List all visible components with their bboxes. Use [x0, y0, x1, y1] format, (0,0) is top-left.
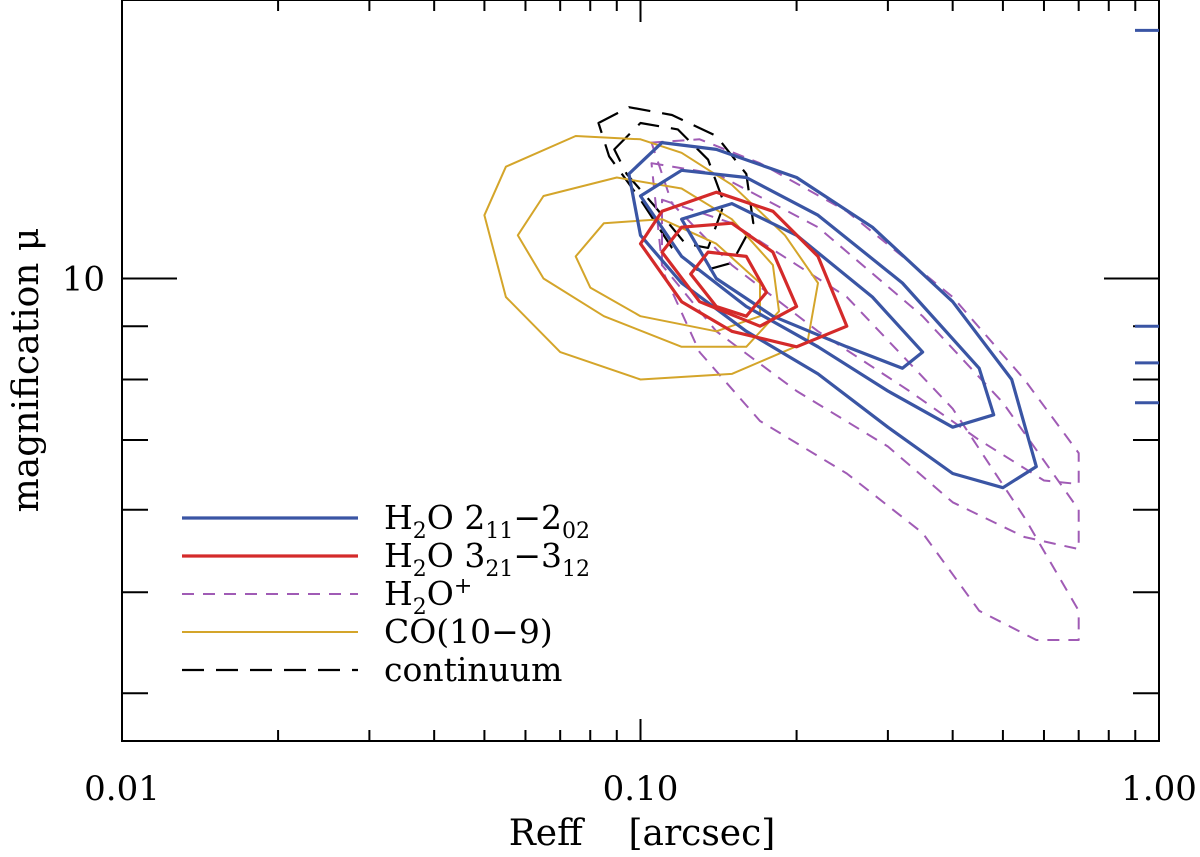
x-tick-label: 1.00 [1121, 769, 1197, 809]
tick-labels: 0.01 0.10 1.00 10 [62, 259, 1197, 809]
contour-co-10-9--0 [483, 135, 819, 381]
y-axis-label: magnification μ [6, 228, 47, 513]
legend-label: H2O+ [384, 574, 472, 620]
contour-h2o-211-202-2 [680, 202, 925, 370]
legend-label: H2O 211−202 [384, 498, 590, 544]
contour-h2o-211-202-1 [638, 168, 996, 429]
y-tick-label: 10 [62, 259, 105, 299]
x-axis-label: Reff [arcsec] [509, 813, 776, 854]
contour-co-10-9--1 [516, 176, 780, 348]
right-axis-marks [1135, 28, 1159, 405]
x-tick-label: 0.10 [603, 769, 679, 809]
contour-h2o--1 [650, 162, 1080, 551]
legend-label: H2O 321−312 [384, 536, 590, 582]
contour-continuum-0 [597, 106, 755, 273]
contour-h2o-321-312-2 [689, 250, 769, 318]
x-tick-label: 0.01 [84, 769, 160, 809]
legend-label: CO(10−9) [384, 612, 553, 651]
legend-label: continuum [384, 650, 562, 689]
contour-layer [483, 106, 1080, 641]
contour-h2o-321-312-0 [638, 190, 849, 349]
contour-h2o-321-312-1 [660, 221, 799, 328]
